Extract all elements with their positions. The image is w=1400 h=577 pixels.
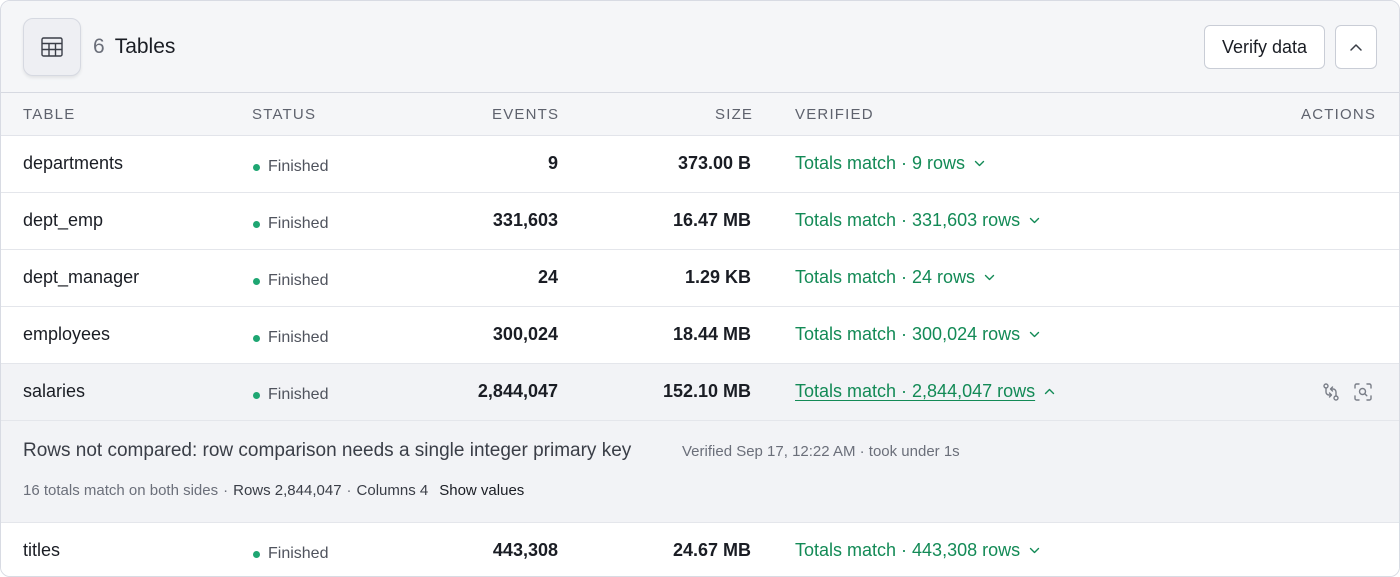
verification-details: Rows not compared: row comparison needs …: [1, 421, 1399, 523]
table-row-selected[interactable]: salaries Finished 2,844,047 152.10 MB To…: [1, 364, 1399, 421]
status-dot-icon: [253, 277, 260, 285]
table-row[interactable]: dept_manager Finished 24 1.29 KB Totals …: [1, 250, 1399, 307]
table-size: 373.00 B: [677, 153, 751, 173]
column-header-size: SIZE: [715, 106, 754, 123]
status-dot-icon: [253, 550, 260, 558]
column-header-status: STATUS: [252, 106, 317, 123]
status-label: Finished: [268, 215, 329, 232]
verified-text: Totals match · 300,024 rows: [795, 324, 1021, 344]
column-header-actions: ACTIONS: [1301, 106, 1377, 123]
verified-text: Totals match · 331,603 rows: [795, 210, 1021, 230]
table-count: 6: [93, 34, 105, 58]
header-actions: Verify data: [1203, 25, 1377, 69]
row-actions: [1321, 382, 1373, 402]
status-badge: Finished: [253, 545, 328, 563]
status-badge: Finished: [253, 272, 328, 290]
columns-count: Columns 4: [356, 482, 429, 499]
verified-text: Totals match · 24 rows: [795, 267, 976, 287]
status-badge: Finished: [253, 158, 328, 176]
card-header: 6 Tables Verify data: [1, 1, 1399, 93]
card-title: Tables: [114, 34, 176, 58]
chevron-down-icon: [984, 274, 995, 281]
verified-timestamp: Verified Sep 17, 12:22 AM · took under 1…: [682, 443, 960, 460]
table-grid-icon: [23, 17, 81, 76]
table-name: dept_manager: [23, 267, 140, 287]
table-row[interactable]: titles Finished 443,308 24.67 MB Totals …: [1, 523, 1399, 576]
show-values-link[interactable]: Show values: [439, 482, 525, 499]
verified-text: Totals match · 2,844,047 rows: [795, 381, 1036, 401]
column-header-table: TABLE: [23, 106, 76, 123]
status-label: Finished: [268, 158, 329, 175]
verified-text: Totals match · 9 rows: [795, 153, 966, 173]
table-row[interactable]: departments Finished 9 373.00 B Totals m…: [1, 136, 1399, 193]
table-name: employees: [23, 324, 111, 344]
table-size: 18.44 MB: [672, 324, 751, 344]
table-size: 1.29 KB: [684, 267, 751, 287]
status-dot-icon: [253, 220, 260, 228]
rows-count: Rows 2,844,047: [233, 482, 342, 499]
inspect-search-icon[interactable]: [1353, 382, 1373, 402]
table-name: dept_emp: [23, 210, 104, 230]
chevron-down-icon: [1029, 547, 1040, 554]
column-header-events: EVENTS: [492, 106, 560, 123]
verified-toggle[interactable]: Totals match · 443,308 rows: [795, 540, 1040, 561]
events-count: 24: [537, 267, 558, 287]
verified-text: Totals match · 443,308 rows: [795, 540, 1021, 560]
column-header-verified: VERIFIED: [795, 106, 874, 123]
table-row[interactable]: employees Finished 300,024 18.44 MB Tota…: [1, 307, 1399, 364]
status-badge: Finished: [253, 215, 328, 233]
chevron-down-icon: [1029, 217, 1040, 224]
status-label: Finished: [268, 545, 329, 562]
table-name: salaries: [23, 381, 86, 401]
collapse-button[interactable]: [1335, 25, 1377, 69]
table-size: 16.47 MB: [672, 210, 751, 230]
table-row[interactable]: dept_emp Finished 331,603 16.47 MB Total…: [1, 193, 1399, 250]
events-count: 9: [547, 153, 558, 173]
verified-toggle[interactable]: Totals match · 24 rows: [795, 267, 995, 288]
verified-toggle[interactable]: Totals match · 300,024 rows: [795, 324, 1040, 345]
status-badge: Finished: [253, 386, 328, 404]
status-dot-icon: [253, 334, 260, 342]
chevron-up-icon: [1349, 43, 1363, 52]
status-badge: Finished: [253, 329, 328, 347]
comparison-message: Rows not compared: row comparison needs …: [23, 440, 632, 461]
chevron-down-icon: [1029, 331, 1040, 338]
events-count: 331,603: [492, 210, 558, 230]
column-headers: TABLE STATUS EVENTS SIZE VERIFIED ACTION…: [1, 93, 1399, 136]
events-count: 2,844,047: [477, 381, 558, 401]
table-size: 24.67 MB: [672, 540, 751, 560]
totals-summary: 16 totals match on both sides · Rows 2,8…: [23, 482, 525, 499]
verify-data-button[interactable]: Verify data: [1203, 25, 1325, 69]
status-label: Finished: [268, 272, 329, 289]
verified-toggle[interactable]: Totals match · 331,603 rows: [795, 210, 1040, 231]
status-label: Finished: [268, 386, 329, 403]
status-dot-icon: [253, 391, 260, 399]
compare-arrows-icon[interactable]: [1321, 382, 1341, 402]
events-count: 300,024: [492, 324, 558, 344]
verified-toggle[interactable]: Totals match · 2,844,047 rows: [795, 381, 1055, 402]
status-dot-icon: [253, 163, 260, 171]
status-label: Finished: [268, 329, 329, 346]
events-count: 443,308: [492, 540, 558, 560]
table-name: departments: [23, 153, 124, 173]
table-size: 152.10 MB: [662, 381, 751, 401]
verified-toggle[interactable]: Totals match · 9 rows: [795, 153, 985, 174]
chevron-up-icon: [1044, 388, 1055, 395]
table-name: titles: [23, 540, 61, 560]
chevron-down-icon: [974, 160, 985, 167]
totals-text: 16 totals match on both sides: [23, 482, 219, 499]
